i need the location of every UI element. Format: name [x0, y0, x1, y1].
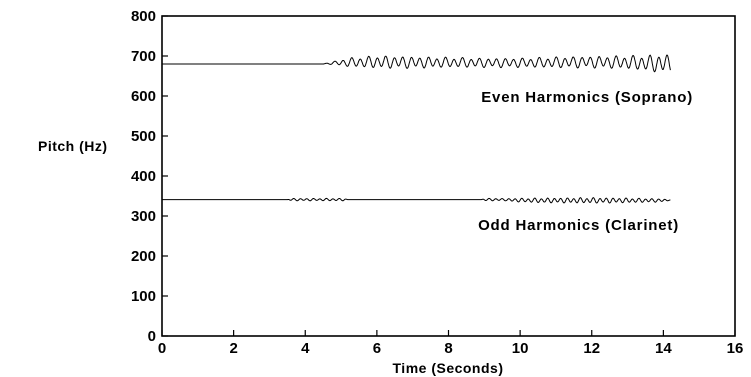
tick-labels: 0 100 200 300 400 500 600 700 800 0 2 4 6 8 10 12 14 16 [131, 8, 743, 357]
y-tick-label: 300 [131, 208, 156, 225]
y-tick-label: 100 [131, 288, 156, 305]
x-tick-label: 2 [229, 340, 237, 357]
series-label-even: Even Harmonics (Soprano) [481, 89, 693, 106]
x-tick-label: 12 [583, 340, 600, 357]
y-tick-label: 400 [131, 168, 156, 185]
y-tick-label: 0 [148, 328, 156, 345]
y-tick-label: 600 [131, 88, 156, 105]
y-tick-label: 800 [131, 8, 156, 25]
series-label-odd: Odd Harmonics (Clarinet) [478, 217, 679, 234]
x-tick-label: 16 [727, 340, 744, 357]
series-lines [162, 54, 671, 204]
y-tick-label: 700 [131, 48, 156, 65]
x-tick-label: 4 [301, 340, 310, 357]
y-tick-label: 500 [131, 128, 156, 145]
x-axis-title: Time (Seconds) [393, 360, 504, 376]
axis-ticks [161, 15, 736, 337]
series-line-0 [162, 54, 671, 73]
x-tick-label: 8 [444, 340, 452, 357]
y-tick-label: 200 [131, 248, 156, 265]
x-tick-label: 0 [158, 340, 166, 357]
y-axis-title: Pitch (Hz) [38, 138, 108, 154]
x-tick-label: 14 [655, 340, 672, 357]
series-line-1 [162, 197, 671, 204]
x-tick-label: 6 [373, 340, 381, 357]
x-tick-label: 10 [512, 340, 529, 357]
